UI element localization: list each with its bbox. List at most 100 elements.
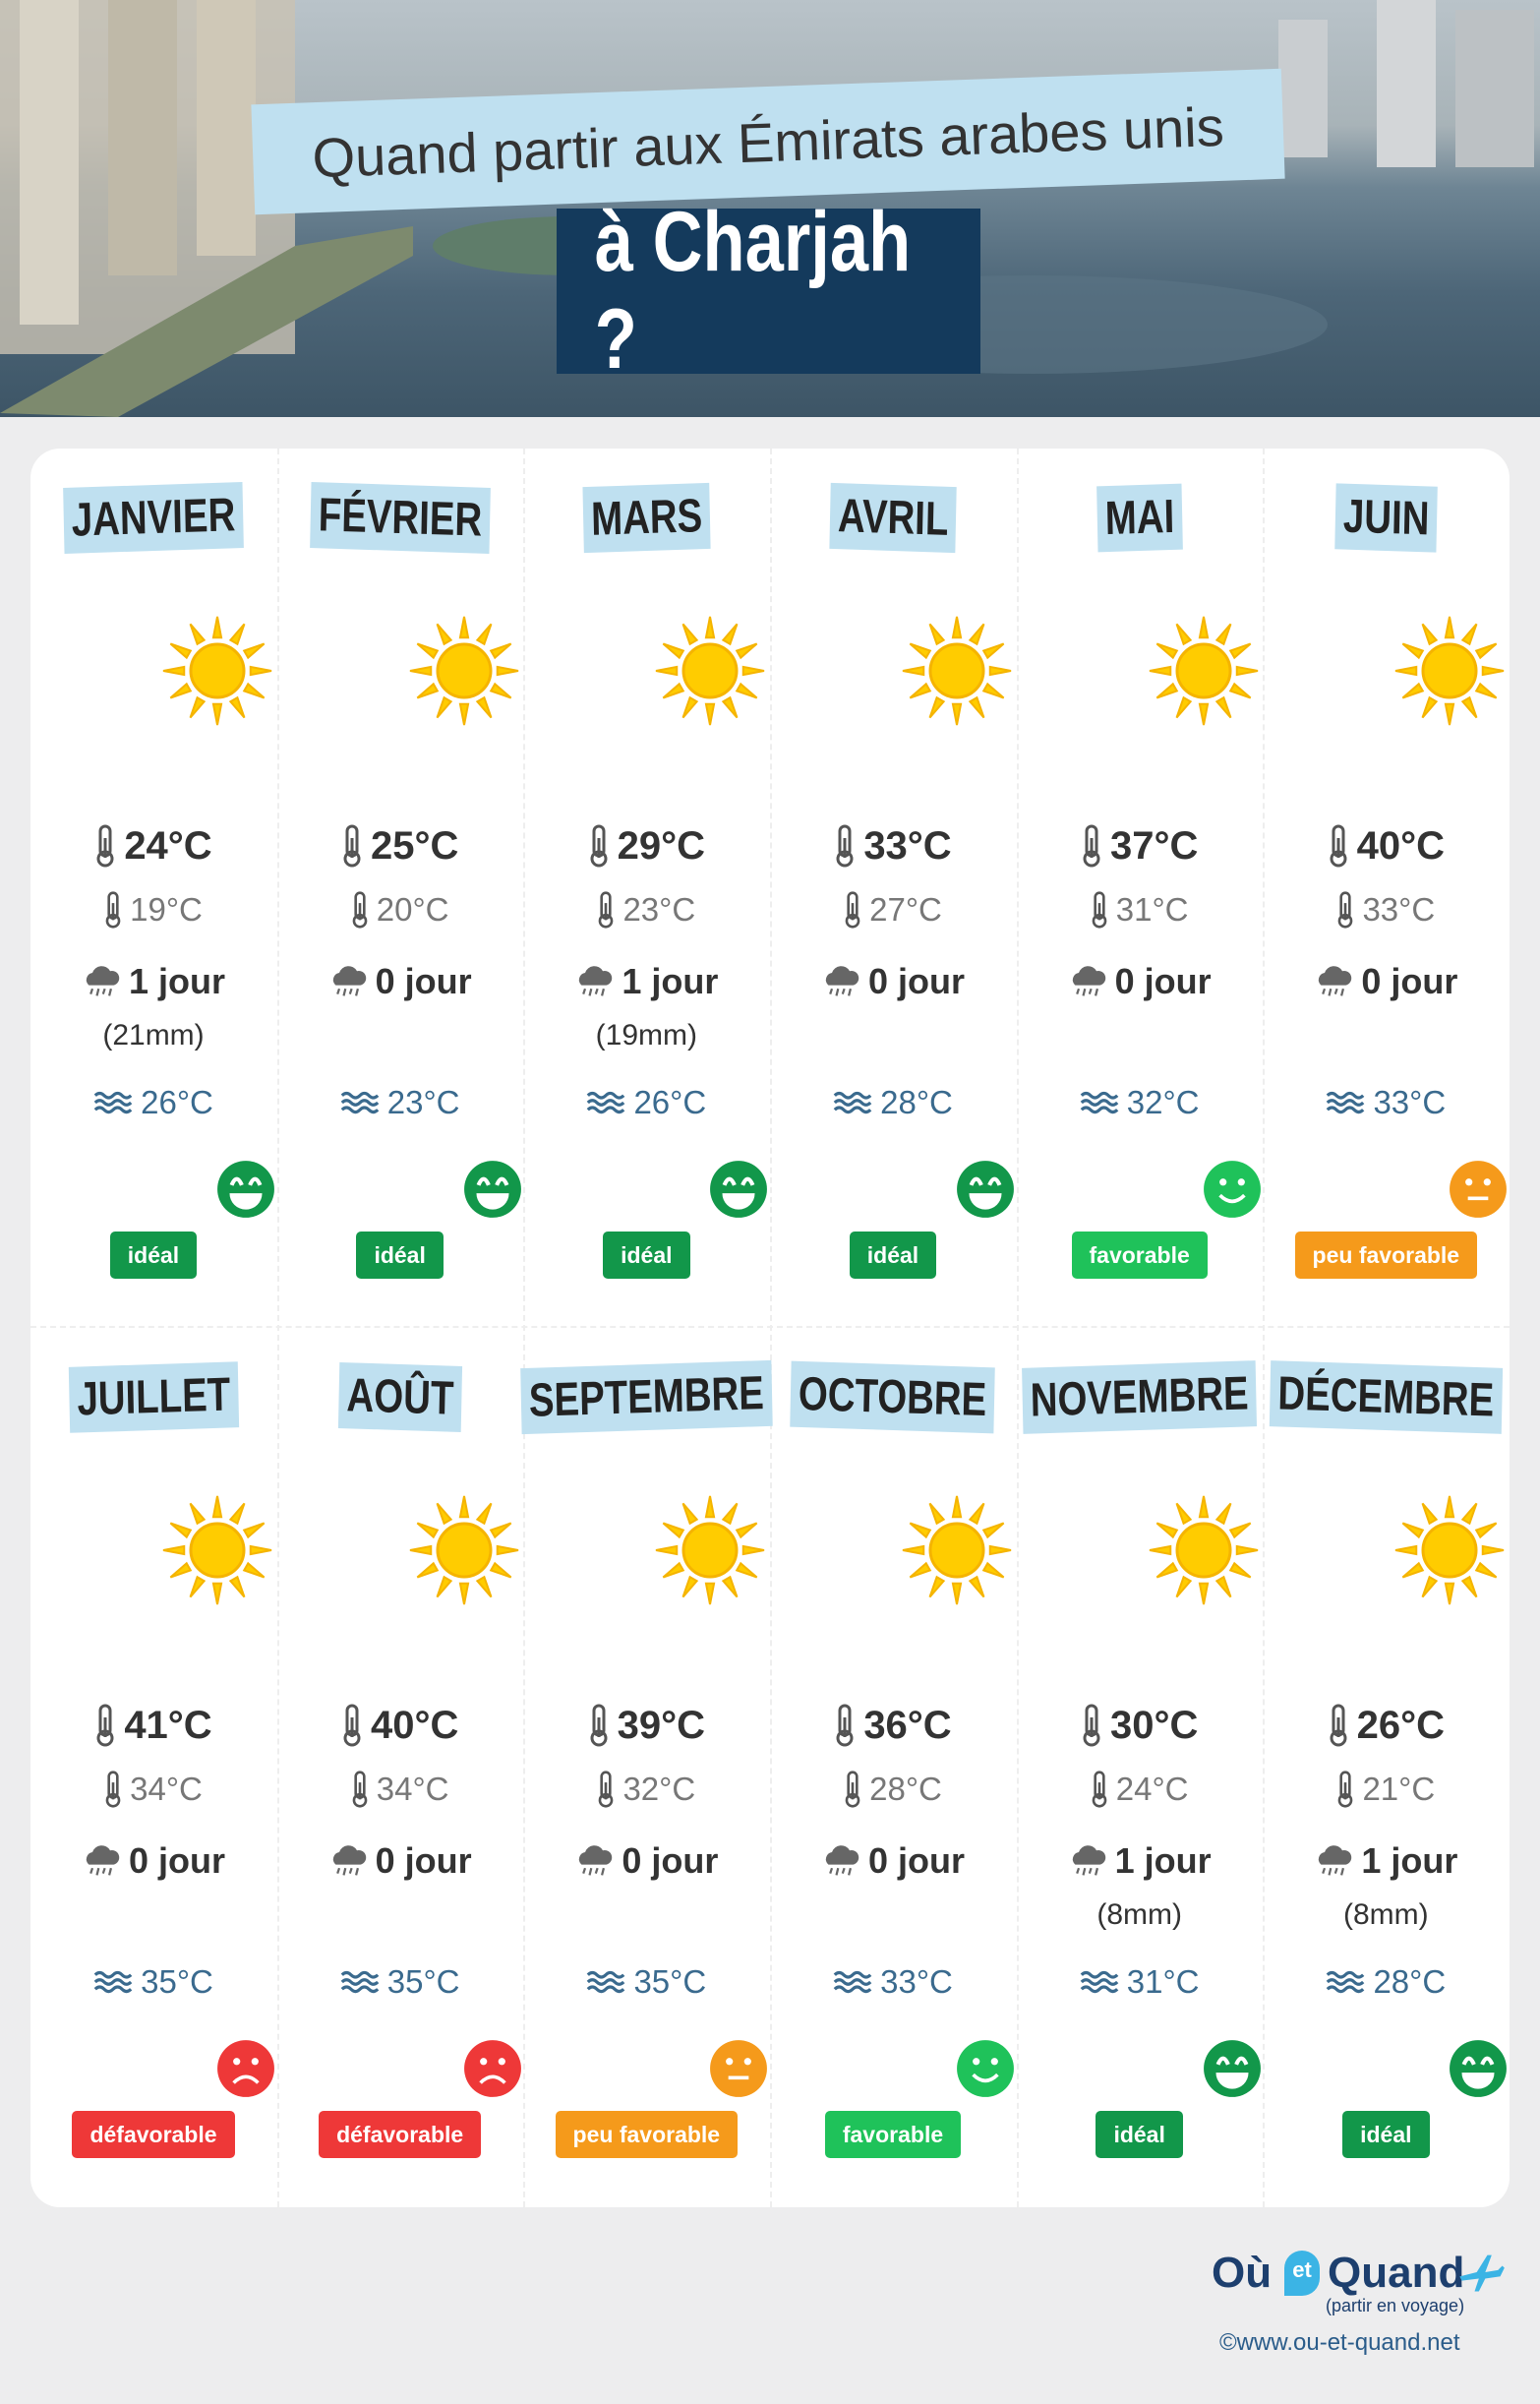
tmin: 21°C (1362, 1771, 1436, 1807)
thermo-icon (834, 1704, 856, 1747)
month-column: AOÛT 40°C 34°C 0 jour 35°C défavorable (277, 1328, 523, 2207)
tmax-line: 24°C (30, 821, 276, 871)
tmax: 40°C (370, 1703, 459, 1747)
tmax: 30°C (1109, 1703, 1199, 1747)
tmin: 34°C (376, 1771, 449, 1807)
tmax-line: 33°C (770, 821, 1016, 871)
sun-icon (1327, 612, 1540, 730)
waves-icon (833, 1090, 872, 1115)
sun-icon (1327, 1491, 1540, 1609)
tmax: 41°C (124, 1703, 212, 1747)
rain: 0 jour (622, 1840, 719, 1881)
mm: (8mm) (1343, 1898, 1429, 1931)
tmin-line: 34°C (277, 1765, 523, 1814)
tmax: 39°C (617, 1703, 706, 1747)
sea: 32°C (1126, 1084, 1200, 1120)
rain-line: 1 jour (30, 957, 276, 1006)
tmax: 26°C (1356, 1703, 1446, 1747)
month-label: NOVEMBRE (1017, 1357, 1263, 1436)
rating-label: idéal (1342, 2111, 1430, 2158)
logo-right: Quand (1328, 2249, 1465, 2297)
tmax-line: 25°C (277, 821, 523, 871)
tmax: 25°C (370, 823, 459, 868)
sea-line: 28°C (1263, 1957, 1509, 2007)
rating-badge: idéal (523, 1232, 769, 1279)
rating-label: défavorable (319, 2111, 482, 2158)
rating-face (1450, 2040, 1508, 2097)
rating-face (217, 2040, 274, 2097)
tmin-line: 24°C (1017, 1765, 1263, 1814)
tmin: 24°C (1115, 1771, 1189, 1807)
tmin: 33°C (1362, 891, 1436, 928)
sea-line: 26°C (523, 1078, 769, 1127)
cloud-icon (574, 1843, 614, 1879)
tmax-line: 40°C (277, 1701, 523, 1750)
waves-icon (586, 1090, 625, 1115)
rating-badge: idéal (1017, 2111, 1263, 2158)
month-label: AOÛT (277, 1357, 523, 1436)
column-separator (523, 449, 526, 2207)
rating-face (957, 1161, 1014, 1218)
rain: 1 jour (1114, 1840, 1212, 1881)
month-column: MARS 29°C 23°C 1 jour (19mm) 26°C idéal (523, 449, 769, 1328)
rating-label: favorable (1071, 1232, 1208, 1279)
sea: 33°C (1373, 1084, 1447, 1120)
month-label: OCTOBRE (770, 1357, 1016, 1436)
month-label: AVRIL (770, 478, 1016, 557)
sea-line: 35°C (277, 1957, 523, 2007)
rating-face (463, 1161, 521, 1218)
logo-tagline: (partir en voyage) (1326, 2296, 1465, 2315)
sea: 31°C (1126, 1963, 1200, 2000)
rating-badge: favorable (1017, 1232, 1263, 1279)
tmin-line: 21°C (1263, 1765, 1509, 1814)
tmax-line: 39°C (523, 1701, 769, 1750)
rating-badge: peu favorable (1263, 1232, 1509, 1279)
cloud-icon (821, 1843, 860, 1879)
rating-badge: favorable (770, 2111, 1016, 2158)
rain: 0 jour (375, 1840, 472, 1881)
mm-line: (19mm) (523, 1011, 769, 1060)
tmin-line: 27°C (770, 885, 1016, 934)
cloud-icon (1314, 1843, 1353, 1879)
column-separator (1263, 449, 1266, 2207)
rain-line: 0 jour (30, 1836, 276, 1886)
thermo-icon (351, 891, 369, 929)
tmin-line: 31°C (1017, 885, 1263, 934)
column-separator (1016, 449, 1019, 2207)
rain: 0 jour (1361, 961, 1458, 1001)
rain-line: 0 jour (277, 957, 523, 1006)
month-column: JUIN 40°C 33°C 0 jour 33°C peu favorable (1263, 449, 1509, 1328)
sea: 26°C (141, 1084, 213, 1120)
month-label: JUILLET (30, 1357, 276, 1436)
sea-line: 35°C (30, 1957, 276, 2007)
waves-icon (833, 1969, 872, 1995)
sea: 23°C (386, 1084, 460, 1120)
cloud-icon (82, 964, 121, 999)
rating-face (957, 2040, 1014, 2097)
mm-line: (21mm) (30, 1011, 276, 1060)
month-column: NOVEMBRE 30°C 24°C 1 jour (8mm) 31°C idéal (1017, 1328, 1263, 2207)
rain: 0 jour (867, 961, 965, 1001)
thermo-icon (1328, 1704, 1349, 1747)
sea-line: 23°C (277, 1078, 523, 1127)
cloud-icon (821, 964, 860, 999)
rain: 0 jour (128, 1840, 225, 1881)
rating-label: idéal (603, 1232, 690, 1279)
thermo-icon (341, 824, 363, 868)
month-column: FÉVRIER 25°C 20°C 0 jour 23°C idéal (277, 449, 523, 1328)
rating-label: peu favorable (555, 2111, 739, 2158)
month-label: DÉCEMBRE (1263, 1357, 1509, 1436)
month-name: JUILLET (68, 1360, 239, 1433)
month-column: AVRIL 33°C 27°C 0 jour 28°C idéal (770, 449, 1016, 1328)
month-name: SEPTEMBRE (520, 1359, 773, 1434)
thermo-icon (844, 891, 861, 929)
tmin: 19°C (130, 891, 203, 928)
tmax-line: 26°C (1263, 1701, 1509, 1750)
rating-badge: idéal (1263, 2111, 1509, 2158)
thermo-icon (341, 1704, 363, 1747)
thermo-icon (104, 891, 122, 929)
tmax: 37°C (1109, 823, 1199, 868)
waves-icon (1326, 1969, 1365, 1995)
rain-line: 1 jour (1017, 1836, 1263, 1886)
month-column: SEPTEMBRE 39°C 32°C 0 jour 35°C peu favorable (520, 1328, 773, 2207)
